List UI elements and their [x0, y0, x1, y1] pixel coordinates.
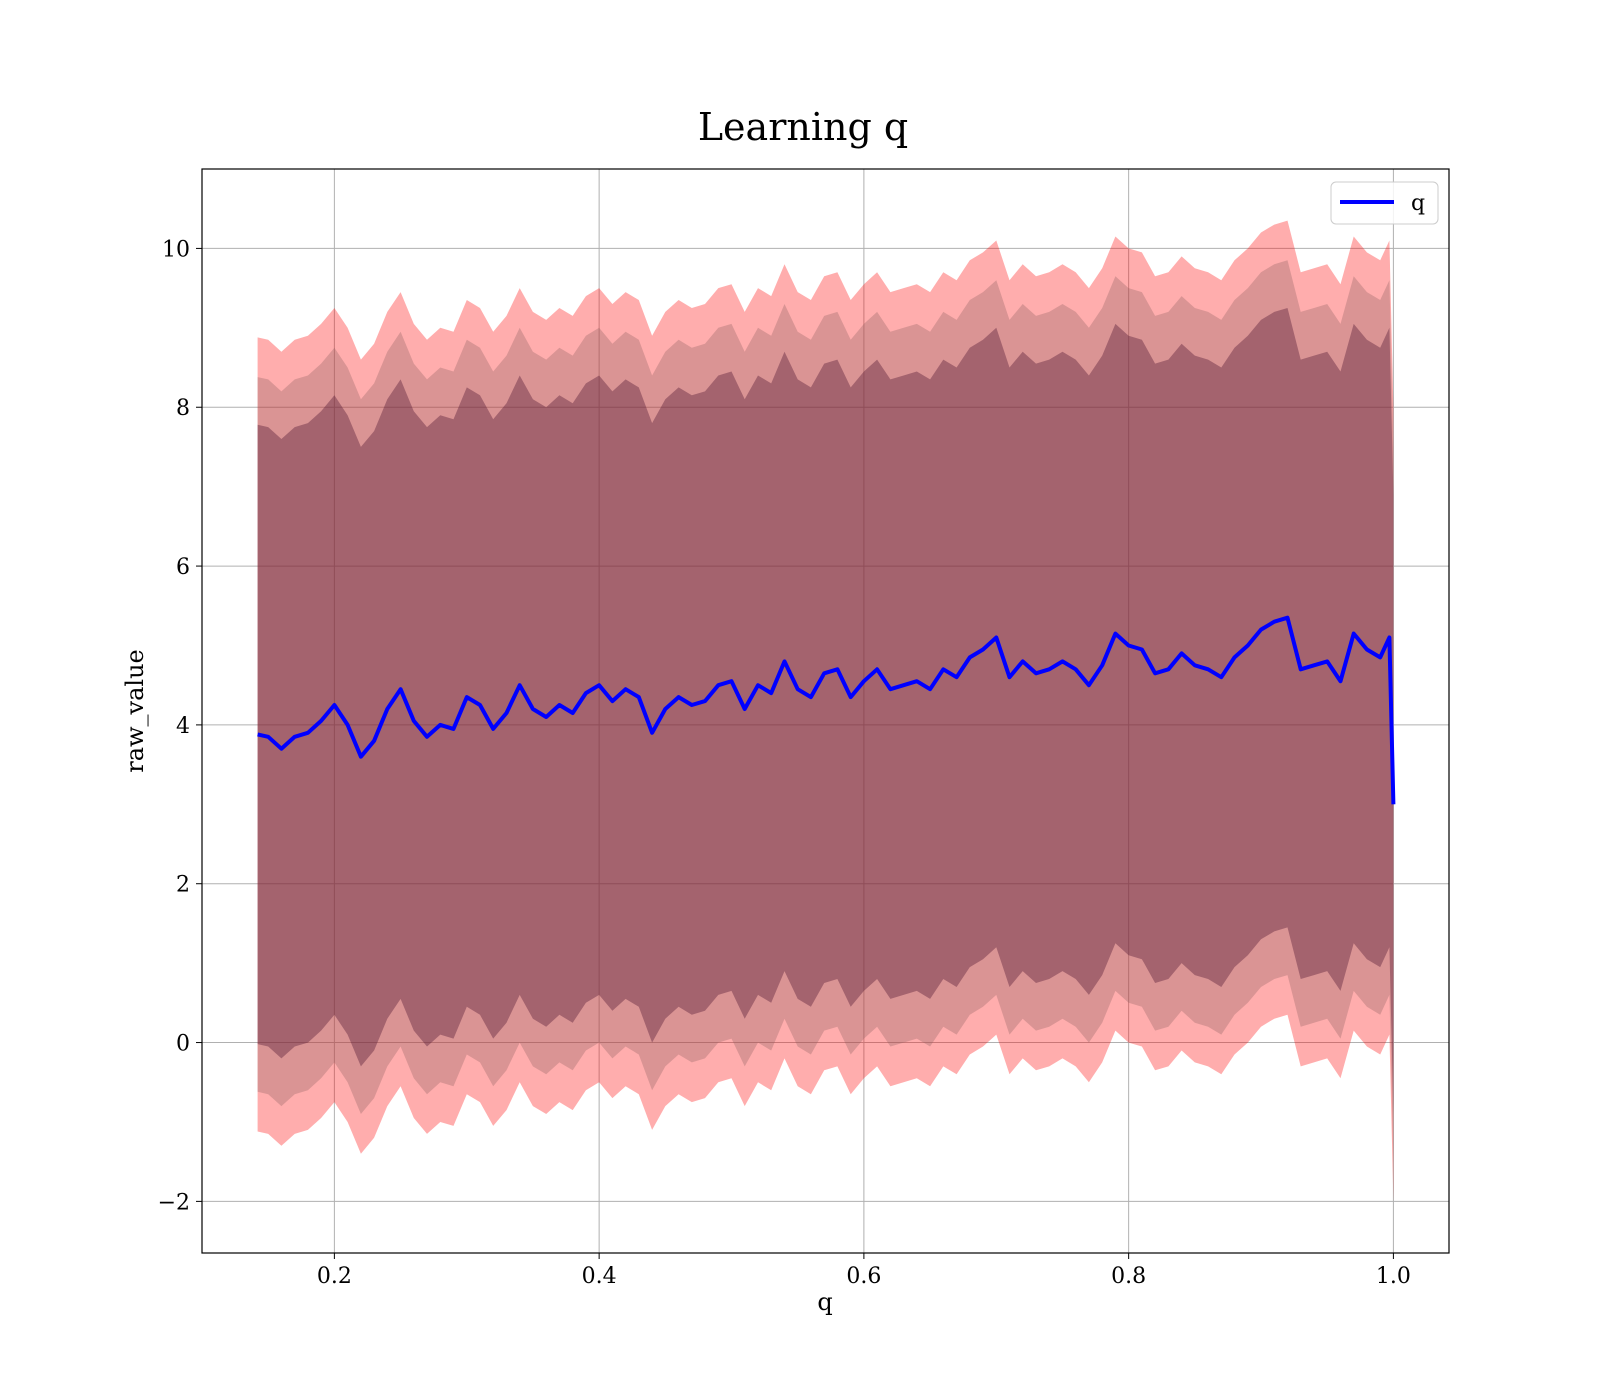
grid — [202, 169, 1449, 1253]
y-tick-label: 2 — [176, 873, 190, 898]
y-tick-label: 4 — [176, 714, 190, 739]
x-axis-ticks: 0.2 0.4 0.6 0.8 1.0 — [317, 1253, 1411, 1289]
y-tick-label: 8 — [176, 396, 190, 421]
x-tick-label: 1.0 — [1376, 1264, 1411, 1289]
y-tick-label: 0 — [176, 1032, 190, 1057]
band-1 — [257, 220, 1394, 1202]
y-axis-ticks: −2 0 2 4 6 8 10 — [158, 237, 202, 1215]
uncertainty-bands — [257, 220, 1394, 1202]
series-line-q — [257, 615, 1396, 805]
legend-label: q — [1411, 191, 1425, 216]
x-tick-label: 0.6 — [846, 1264, 881, 1289]
chart-title: Learning q — [698, 105, 908, 149]
band-3 — [257, 308, 1394, 1114]
y-tick-label: 6 — [176, 555, 190, 580]
plot-frame — [201, 168, 1450, 1254]
series-lines — [257, 615, 1396, 805]
x-tick-label: 0.8 — [1111, 1264, 1146, 1289]
y-tick-label: −2 — [158, 1190, 190, 1215]
x-tick-label: 0.4 — [582, 1264, 617, 1289]
x-axis-title: q — [817, 1288, 832, 1316]
x-tick-label: 0.2 — [317, 1264, 352, 1289]
y-tick-label: 10 — [162, 237, 190, 262]
band-2 — [257, 260, 1394, 1162]
legend: q — [1330, 181, 1439, 225]
y-axis-title: raw_value — [121, 649, 149, 773]
